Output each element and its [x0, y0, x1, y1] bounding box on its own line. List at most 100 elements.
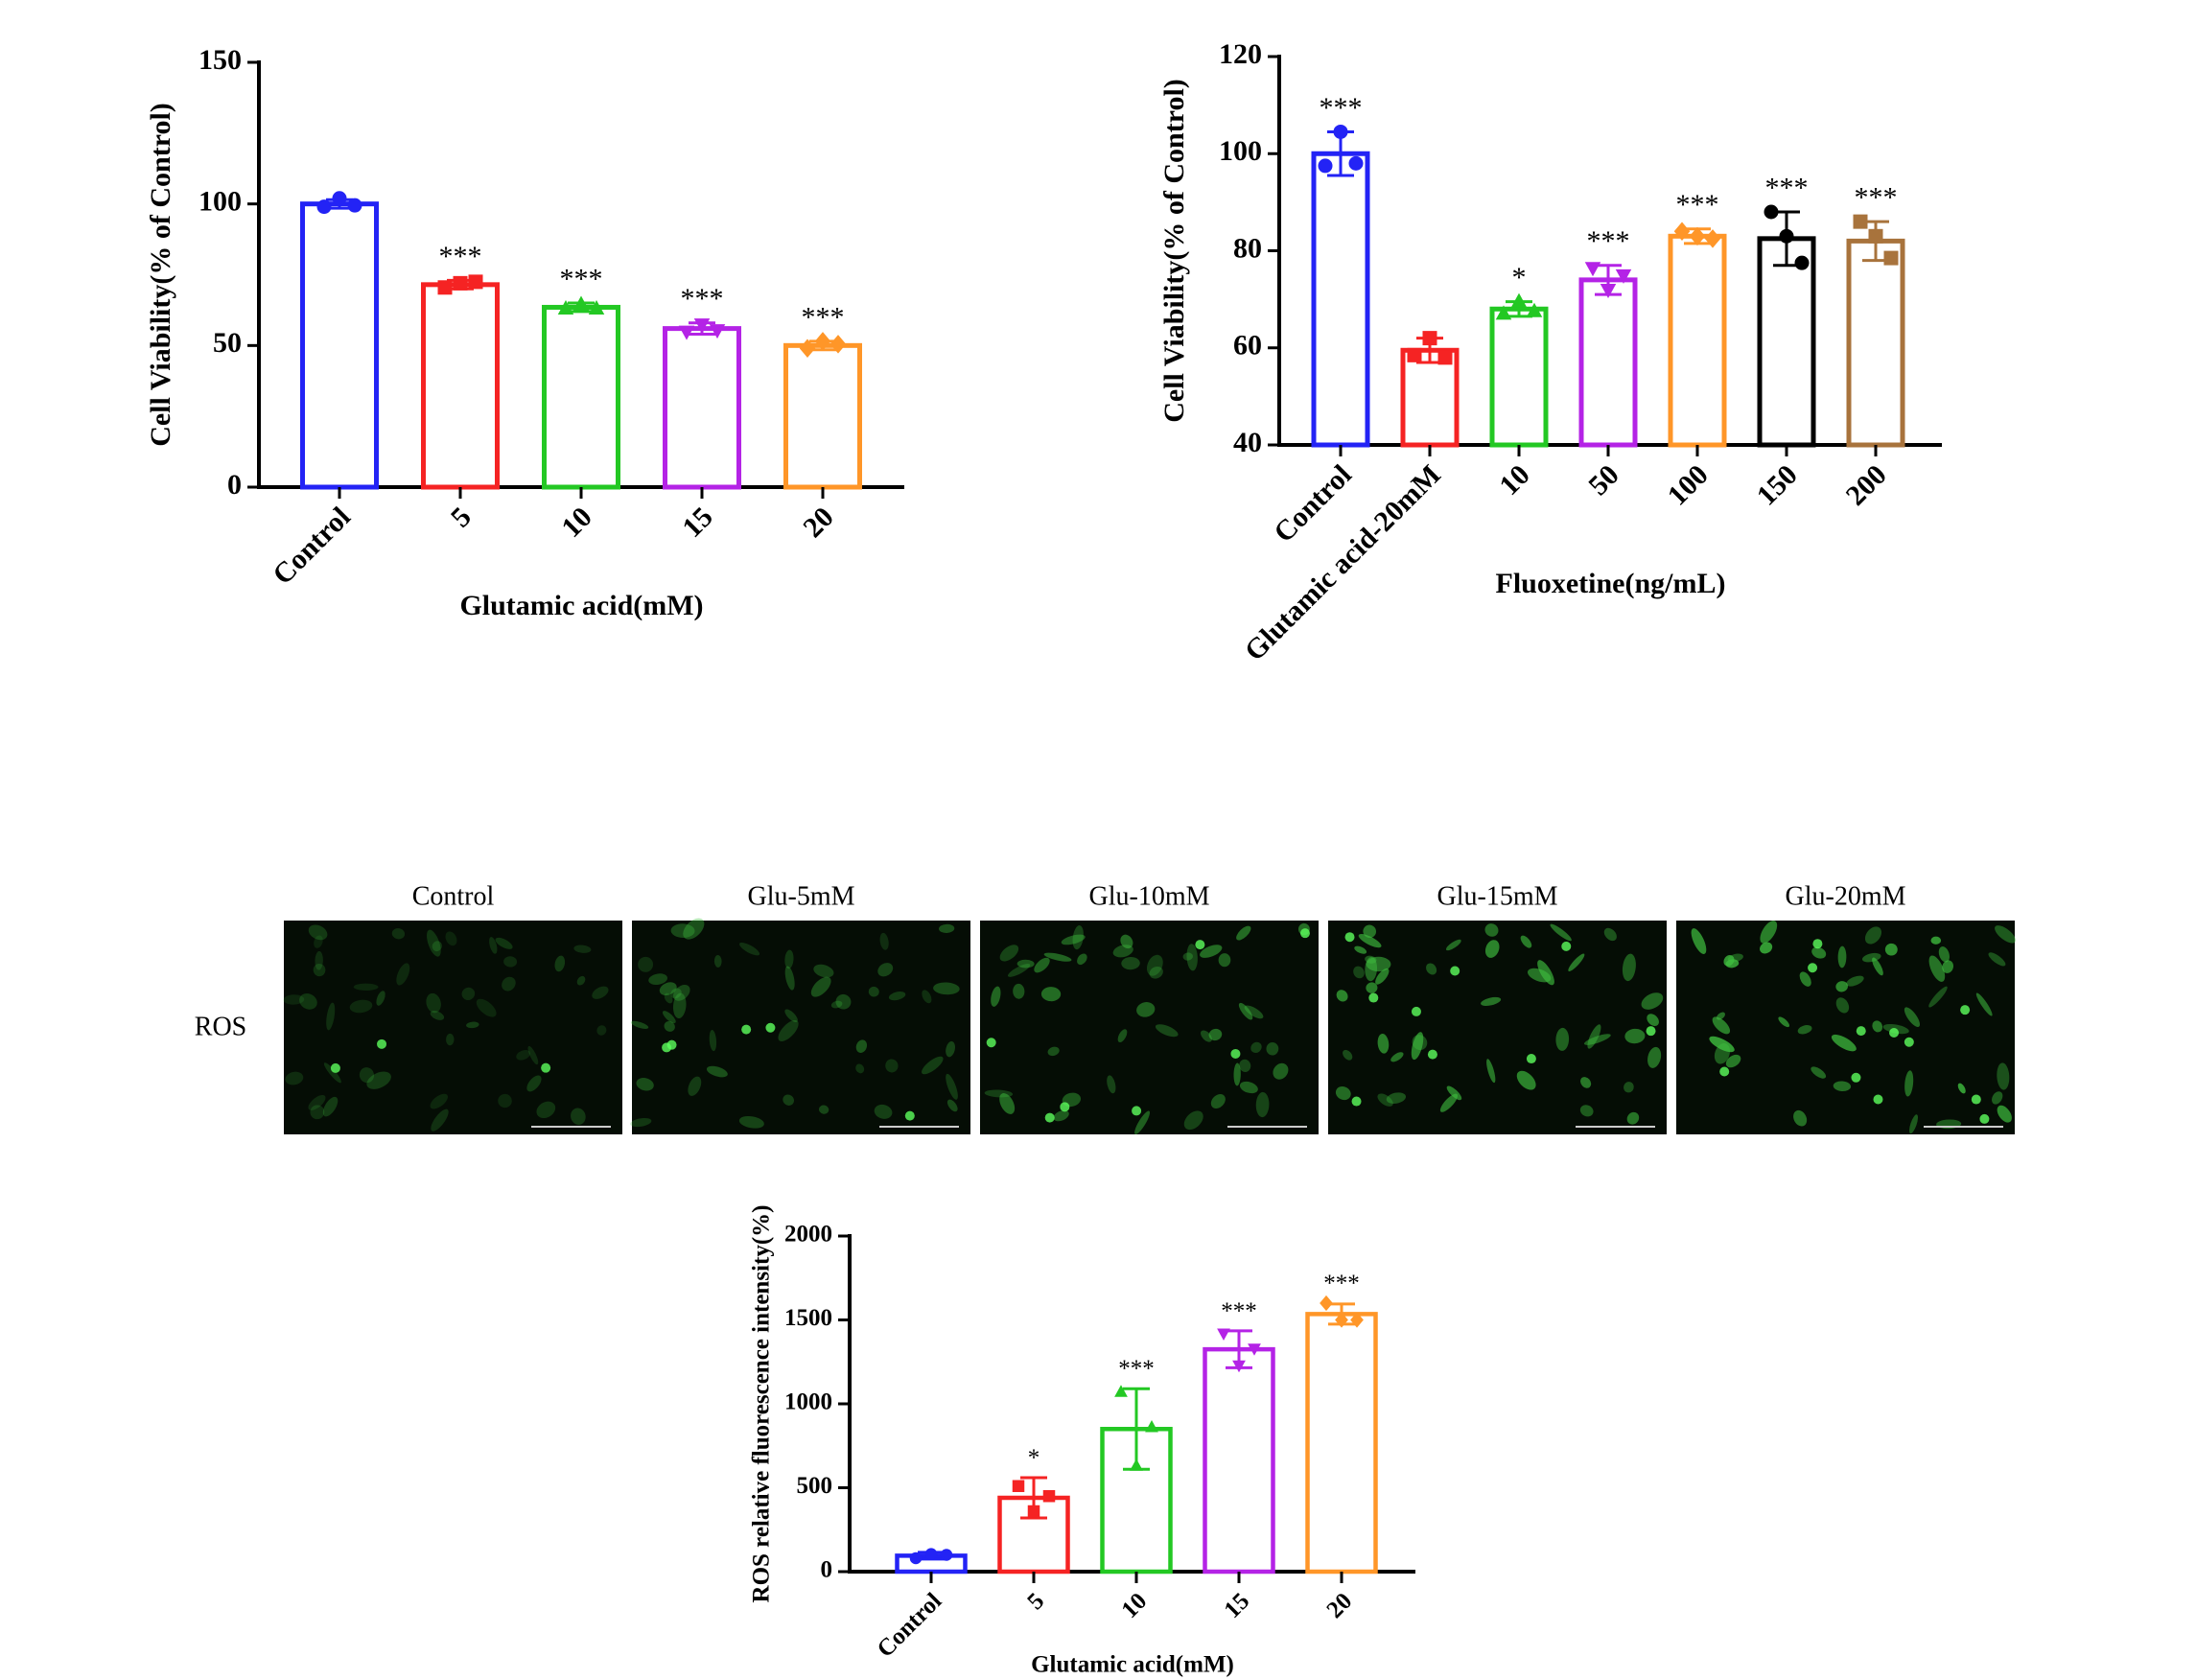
x-tick-label: Control: [267, 501, 357, 591]
cell: [1377, 1093, 1393, 1107]
cell: [630, 1117, 652, 1128]
cell: [554, 955, 566, 972]
bright-cell: [1851, 1072, 1861, 1083]
data-point: [1027, 1505, 1040, 1518]
x-tick-label: 5: [445, 501, 478, 533]
data-point: [1868, 228, 1883, 244]
cell: [576, 975, 586, 986]
cell: [855, 1063, 865, 1074]
cell: [314, 935, 323, 948]
cell: [526, 1075, 542, 1092]
cell: [536, 1101, 556, 1119]
cell: [1797, 1025, 1812, 1035]
data-point: [1320, 1295, 1333, 1312]
cell: [1484, 923, 1499, 937]
row-label: ROS: [195, 1012, 246, 1041]
cell: [1930, 936, 1942, 945]
bar: [1757, 236, 1816, 448]
cell: [938, 923, 955, 933]
significance-label: ***: [1765, 172, 1809, 203]
cell: [1622, 953, 1636, 982]
cell: [664, 992, 673, 1004]
data-point: [909, 1552, 923, 1565]
cell: [1723, 955, 1735, 967]
data-point: [1526, 302, 1543, 317]
bright-cell: [662, 1042, 672, 1053]
cell: [638, 956, 654, 972]
bright-cell: [1132, 1106, 1142, 1116]
cell: [516, 1050, 530, 1061]
cell: [1928, 955, 1946, 982]
data-point: [1145, 1420, 1158, 1433]
cell: [1760, 921, 1778, 944]
x-tick-label: 10: [1493, 458, 1536, 502]
cell: [432, 941, 442, 952]
x-tick-label: 10: [555, 501, 598, 544]
cell: [1691, 928, 1707, 954]
cell: [1377, 1033, 1390, 1054]
cell: [596, 1025, 607, 1036]
cell: [1136, 1002, 1156, 1017]
cell: [1997, 1105, 2012, 1123]
data-point: [1510, 292, 1528, 308]
bright-cell: [377, 1038, 387, 1049]
cell: [1208, 1028, 1223, 1041]
significance-label: ***: [802, 301, 845, 333]
data-point: [316, 199, 332, 215]
cell: [706, 1065, 728, 1078]
cell: [1799, 971, 1811, 987]
cell: [1603, 927, 1617, 942]
cell: [1957, 1083, 1966, 1094]
x-tick-label: 15: [676, 501, 719, 544]
data-point: [1764, 204, 1779, 220]
bright-cell: [1889, 1028, 1900, 1038]
x-axis-title: Glutamic acid(mM): [459, 590, 703, 621]
cell: [502, 976, 516, 992]
cell: [1835, 981, 1848, 992]
x-tick-label: 5: [1022, 1588, 1049, 1615]
cell: [813, 964, 834, 978]
cell: [1624, 1082, 1634, 1093]
cell: [683, 918, 705, 940]
cell: [1040, 987, 1062, 1002]
cell: [592, 986, 609, 999]
bright-cell: [1979, 1113, 1990, 1124]
cell: [1837, 945, 1847, 968]
y-tick-label: 1000: [784, 1389, 832, 1415]
y-tick-label: 50: [213, 327, 242, 359]
cell: [784, 1009, 798, 1023]
cell: [1016, 959, 1035, 968]
bright-cell: [1719, 1066, 1730, 1077]
data-point: [1673, 222, 1691, 241]
cell: [1641, 992, 1664, 1010]
data-point: [468, 274, 483, 290]
cell: [1061, 934, 1086, 945]
micrograph: [980, 921, 1319, 1134]
cell: [1043, 952, 1072, 962]
cell: [359, 1067, 375, 1084]
cell: [1335, 1085, 1351, 1101]
data-point: [829, 335, 847, 354]
bright-cell: [1427, 1049, 1437, 1060]
data-point: [678, 325, 695, 340]
bar: [1489, 306, 1549, 448]
x-tick-label: 50: [1582, 458, 1625, 502]
micrograph: [284, 921, 622, 1134]
data-point: [1779, 228, 1794, 244]
bright-cell: [1808, 963, 1818, 973]
cell: [571, 1108, 586, 1125]
cell: [1155, 1024, 1179, 1038]
bar: [300, 201, 379, 490]
cell: [1833, 1081, 1852, 1091]
cell: [1811, 1066, 1827, 1079]
cell: [1904, 1007, 1921, 1027]
bright-cell: [1060, 1102, 1070, 1112]
cell: [879, 932, 889, 950]
cell: [835, 993, 852, 1010]
x-tick-label: Control: [873, 1588, 947, 1663]
cell: [1520, 935, 1532, 948]
bar: [1311, 151, 1370, 448]
cell: [1909, 1114, 1919, 1134]
cell: [1872, 957, 1883, 976]
data-point: [1232, 1360, 1246, 1373]
